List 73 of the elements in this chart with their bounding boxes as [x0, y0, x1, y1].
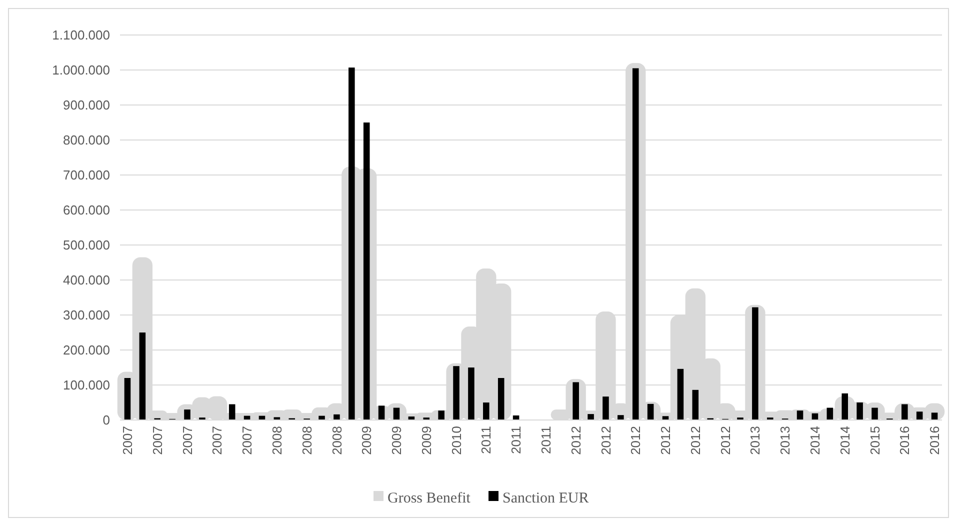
x-tick-label: 2007	[120, 426, 136, 455]
bar	[677, 368, 684, 420]
bar	[483, 402, 490, 420]
y-tick-label: 200.000	[63, 342, 110, 358]
x-tick-label: 2015	[867, 426, 882, 455]
bar	[826, 408, 834, 420]
bar	[378, 406, 385, 420]
bar	[647, 404, 654, 420]
bar	[572, 382, 579, 420]
x-tick-label: 2013	[778, 426, 793, 455]
y-tick-label: 900.000	[63, 98, 110, 113]
x-tick-label: 2014	[837, 426, 852, 455]
bar	[139, 332, 146, 420]
legend-label: Sanction EUR	[502, 490, 589, 506]
y-tick-label: 100.000	[63, 378, 110, 393]
bar	[363, 122, 370, 420]
y-tick-label: 1.000.000	[52, 62, 110, 78]
x-tick-label: 2009	[359, 426, 374, 455]
x-tick-label: 2007	[240, 426, 255, 455]
y-tick-label: 1.100.000	[52, 28, 110, 43]
bar	[334, 414, 340, 420]
bar	[752, 307, 758, 420]
bar	[228, 404, 236, 420]
x-tick-label: 2011	[478, 426, 494, 454]
x-tick-label: 2012	[628, 426, 644, 455]
bar	[124, 378, 131, 420]
bar	[872, 408, 878, 420]
bar	[856, 402, 863, 420]
y-tick-label: 700.000	[63, 168, 110, 183]
bar	[632, 68, 639, 420]
x-tick-label: 2009	[389, 426, 404, 455]
bar	[618, 415, 624, 420]
x-tick-label: 2016	[897, 426, 912, 455]
bar	[902, 404, 908, 420]
x-tick-label: 2016	[927, 426, 942, 455]
bar	[588, 414, 594, 420]
y-tick-label: 300.000	[63, 308, 110, 323]
x-tick-label: 2007	[180, 426, 195, 455]
bar	[916, 412, 923, 420]
bar	[796, 410, 804, 420]
x-tick-label: 2012	[718, 426, 733, 455]
x-tick-label: 2011	[538, 426, 554, 454]
y-tick-label: 600.000	[63, 202, 110, 218]
y-tick-label: 500.000	[63, 238, 110, 253]
y-tick-label: 800.000	[63, 132, 110, 148]
x-tick-label: 2007	[210, 426, 225, 455]
bar	[692, 390, 699, 420]
x-tick-label: 2008	[329, 426, 344, 455]
bar	[348, 68, 355, 420]
x-tick-label: 2009	[418, 426, 434, 455]
x-tick-label: 2007	[150, 426, 165, 455]
x-tick-label: 2008	[269, 426, 284, 455]
bar	[393, 408, 400, 420]
bar	[498, 378, 504, 420]
x-tick-label: 2012	[598, 426, 614, 455]
bar	[184, 410, 190, 420]
x-tick-label: 2012	[568, 426, 584, 455]
x-tick-label: 2012	[658, 426, 674, 455]
bar	[438, 410, 444, 420]
legend-label: Gross Benefit	[388, 490, 472, 506]
x-tick-label: 2013	[748, 426, 763, 455]
y-tick-label: 400.000	[63, 272, 110, 288]
x-tick-label: 2012	[688, 426, 703, 455]
bar	[453, 366, 460, 420]
x-tick-label: 2014	[808, 426, 823, 455]
bar	[931, 412, 938, 420]
y-tick-label: 0	[102, 412, 110, 428]
x-tick-label: 2010	[448, 426, 464, 455]
x-tick-label: 2008	[299, 426, 314, 455]
bar	[842, 393, 848, 420]
x-tick-label: 2011	[508, 426, 524, 454]
bar	[602, 396, 609, 420]
bar	[468, 368, 474, 420]
